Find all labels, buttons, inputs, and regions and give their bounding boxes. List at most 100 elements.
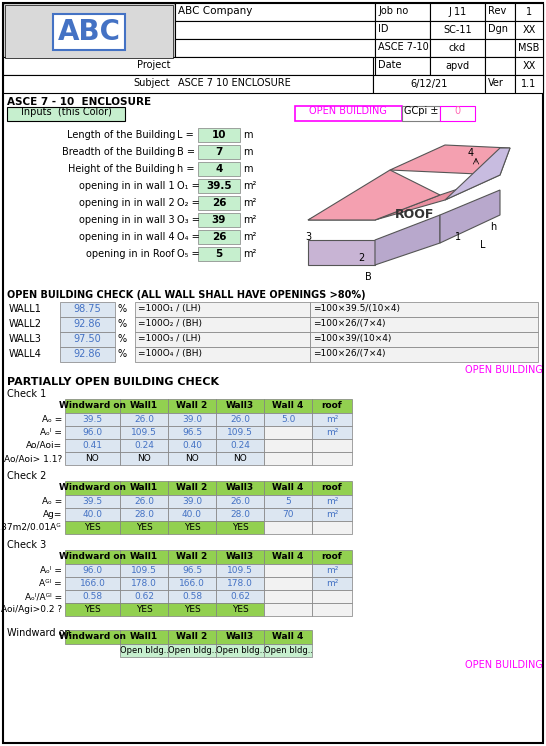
Text: opening in in wall 1: opening in in wall 1 xyxy=(79,181,175,191)
Bar xyxy=(430,21,485,39)
Text: WALL4: WALL4 xyxy=(9,349,42,359)
Bar xyxy=(216,439,264,452)
Text: 4: 4 xyxy=(215,164,223,174)
Text: ROOF: ROOF xyxy=(395,208,435,222)
Text: 0: 0 xyxy=(454,106,460,116)
Text: 28.0: 28.0 xyxy=(230,510,250,519)
Text: 109.5: 109.5 xyxy=(227,428,253,437)
Text: 166.0: 166.0 xyxy=(80,579,105,588)
Text: ASCE 7-10: ASCE 7-10 xyxy=(378,42,429,52)
Text: ID: ID xyxy=(378,24,389,34)
Text: O₅ =: O₅ = xyxy=(177,249,200,259)
Text: OPEN BUILDING: OPEN BUILDING xyxy=(309,106,387,116)
Text: YES: YES xyxy=(84,523,101,532)
Text: ASCE 7 10 ENCLOSURE: ASCE 7 10 ENCLOSURE xyxy=(178,78,291,88)
Text: L: L xyxy=(480,240,485,250)
Text: 70: 70 xyxy=(282,510,294,519)
Bar xyxy=(515,75,543,93)
Bar xyxy=(168,630,216,644)
Bar xyxy=(120,481,168,495)
Bar xyxy=(168,452,216,465)
Text: YES: YES xyxy=(183,605,200,614)
Text: 1: 1 xyxy=(455,232,461,242)
Text: Open bldg..: Open bldg.. xyxy=(264,646,312,655)
Bar xyxy=(3,75,373,93)
Bar xyxy=(7,107,125,121)
Text: Open bldg..: Open bldg.. xyxy=(120,646,169,655)
Text: roof: roof xyxy=(322,552,342,561)
Bar xyxy=(402,106,440,121)
Text: m: m xyxy=(243,147,252,157)
Bar xyxy=(485,21,515,39)
Text: ABC Company: ABC Company xyxy=(178,6,252,16)
Bar xyxy=(312,521,352,534)
Text: Ao/Aoi=: Ao/Aoi= xyxy=(26,441,62,450)
Text: Ver: Ver xyxy=(488,78,504,88)
Text: =100O₄ / (BH): =100O₄ / (BH) xyxy=(138,349,202,358)
Text: Length of the Building: Length of the Building xyxy=(67,130,175,140)
Text: ckd: ckd xyxy=(449,43,466,53)
Bar xyxy=(264,577,312,590)
Text: 178.0: 178.0 xyxy=(131,579,157,588)
Bar xyxy=(120,603,168,616)
Text: 0.62: 0.62 xyxy=(134,592,154,601)
Bar xyxy=(120,508,168,521)
Bar xyxy=(198,196,240,210)
Bar xyxy=(515,39,543,57)
Bar xyxy=(373,75,485,93)
Bar xyxy=(120,577,168,590)
Bar xyxy=(264,495,312,508)
Text: J 11: J 11 xyxy=(448,7,467,17)
Bar xyxy=(135,317,310,332)
Text: 26.0: 26.0 xyxy=(230,415,250,424)
Bar xyxy=(198,162,240,176)
Text: ASCE 7 - 10  ENCLOSURE: ASCE 7 - 10 ENCLOSURE xyxy=(7,97,151,107)
Text: Open bldg..: Open bldg.. xyxy=(168,646,217,655)
Polygon shape xyxy=(308,240,375,265)
Text: 96.5: 96.5 xyxy=(182,428,202,437)
Bar xyxy=(120,521,168,534)
Bar xyxy=(65,577,120,590)
Text: Aᴳᴵ =: Aᴳᴵ = xyxy=(39,579,62,588)
Bar xyxy=(65,481,120,495)
Text: 92.86: 92.86 xyxy=(74,349,102,359)
Text: m²: m² xyxy=(326,497,338,506)
Text: m²: m² xyxy=(243,181,257,191)
Bar xyxy=(310,347,538,362)
Bar xyxy=(295,106,402,121)
Text: 4: 4 xyxy=(468,148,474,158)
Text: 109.5: 109.5 xyxy=(131,428,157,437)
Text: opening in in Roof: opening in in Roof xyxy=(86,249,175,259)
Bar xyxy=(216,603,264,616)
Bar xyxy=(485,75,515,93)
Bar xyxy=(65,550,120,564)
Bar xyxy=(168,399,216,413)
Bar xyxy=(264,399,312,413)
Text: %: % xyxy=(117,349,126,359)
Bar xyxy=(65,413,120,426)
Text: XX: XX xyxy=(523,25,536,35)
Text: 39.5: 39.5 xyxy=(82,415,103,424)
Text: Aₒ =: Aₒ = xyxy=(41,415,62,424)
Bar xyxy=(312,577,352,590)
Bar xyxy=(65,521,120,534)
Text: YES: YES xyxy=(232,605,248,614)
Bar xyxy=(216,495,264,508)
Text: Wall3: Wall3 xyxy=(226,632,254,641)
Text: SC-11: SC-11 xyxy=(443,25,472,35)
Bar xyxy=(60,332,115,347)
Text: 26: 26 xyxy=(212,232,226,242)
Text: 0.41: 0.41 xyxy=(82,441,103,450)
Text: Open bldg..: Open bldg.. xyxy=(216,646,264,655)
Text: Windward on: Windward on xyxy=(59,632,126,641)
Text: 96.5: 96.5 xyxy=(182,566,202,575)
Text: Aₒᴵ =: Aₒᴵ = xyxy=(40,566,62,575)
Bar xyxy=(198,128,240,142)
Text: Windward on: Windward on xyxy=(7,628,71,638)
Text: Wall1: Wall1 xyxy=(130,483,158,492)
Bar xyxy=(216,550,264,564)
Bar xyxy=(168,603,216,616)
Text: Wall3: Wall3 xyxy=(226,552,254,561)
Bar xyxy=(216,508,264,521)
Bar xyxy=(65,590,120,603)
